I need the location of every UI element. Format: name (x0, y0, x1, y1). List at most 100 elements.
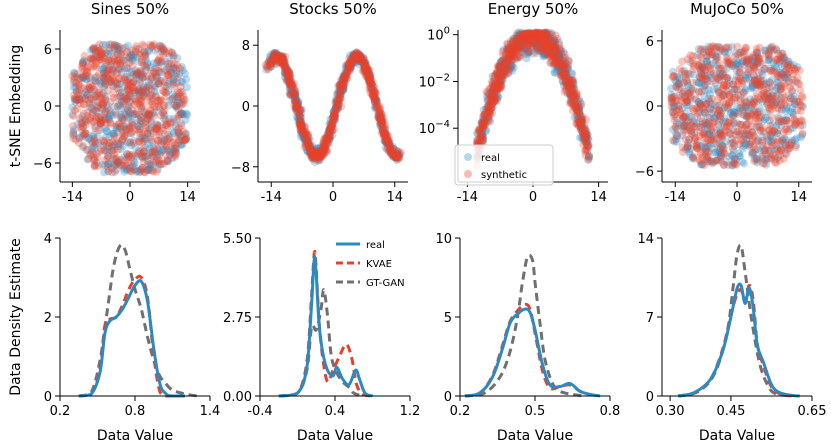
real-point (372, 102, 381, 111)
real-point (146, 162, 155, 171)
real-point (289, 82, 298, 91)
synthetic-point (786, 141, 795, 150)
real-point (103, 101, 112, 110)
synthetic-point (317, 150, 326, 159)
synthetic-point (758, 124, 767, 133)
real-point (181, 115, 190, 124)
synthetic-point (96, 55, 105, 64)
real-point (95, 77, 104, 86)
series-line-gt-gan (677, 243, 792, 398)
real-point (295, 116, 304, 125)
real-point (147, 137, 156, 146)
real-point (384, 139, 393, 148)
real-point (328, 113, 337, 122)
real-point (289, 88, 298, 97)
synthetic-point (90, 55, 99, 64)
real-point (133, 69, 142, 78)
synthetic-point (152, 102, 161, 111)
synthetic-point (120, 161, 129, 170)
real-point (157, 76, 166, 85)
synthetic-point (164, 47, 173, 56)
real-point (378, 119, 387, 128)
real-point (182, 129, 191, 138)
synthetic-point (110, 77, 119, 86)
synthetic-point (92, 72, 101, 81)
synthetic-point (339, 82, 348, 91)
synthetic-point (154, 66, 163, 75)
real-point (82, 71, 91, 80)
real-point (169, 145, 178, 154)
real-point (117, 96, 126, 105)
real-point (317, 150, 326, 159)
real-point (345, 51, 354, 60)
real-point (286, 80, 295, 89)
synthetic-point (752, 77, 761, 86)
synthetic-point (84, 96, 93, 105)
real-point (155, 41, 164, 50)
real-point (283, 71, 292, 80)
real-point (110, 41, 119, 50)
synthetic-point (138, 87, 147, 96)
synthetic-point (128, 105, 137, 114)
real-point (306, 144, 315, 153)
synthetic-point (173, 125, 182, 134)
real-point (178, 88, 187, 97)
real-point (164, 79, 173, 88)
real-point (281, 67, 290, 76)
synthetic-point (144, 110, 153, 119)
synthetic-point (689, 152, 698, 161)
synthetic-point (316, 148, 325, 157)
synthetic-point (276, 53, 285, 62)
synthetic-point (297, 116, 306, 125)
real-point (295, 111, 304, 120)
real-point (366, 71, 375, 80)
synthetic-point (161, 140, 170, 149)
real-point (361, 62, 370, 71)
synthetic-point (128, 109, 137, 118)
real-point (365, 70, 374, 79)
synthetic-point (670, 92, 679, 101)
real-point (294, 111, 303, 120)
real-point (334, 100, 343, 109)
real-point (310, 149, 319, 158)
synthetic-point (138, 145, 147, 154)
synthetic-point (113, 84, 122, 93)
y-axis-label: t-SNE Embedding (8, 45, 24, 168)
real-point (98, 105, 107, 114)
synthetic-point (136, 78, 145, 87)
synthetic-point (113, 93, 122, 102)
synthetic-point (99, 73, 108, 82)
synthetic-point (180, 136, 189, 145)
synthetic-point (281, 62, 290, 71)
synthetic-point (97, 91, 106, 100)
synthetic-point (796, 121, 805, 130)
synthetic-point (138, 163, 147, 172)
synthetic-point (147, 66, 156, 75)
real-point (114, 45, 123, 54)
synthetic-point (286, 81, 295, 90)
synthetic-point (152, 124, 161, 133)
real-point (366, 76, 375, 85)
real-point (98, 78, 107, 87)
real-point (361, 65, 370, 74)
real-point (323, 135, 332, 144)
synthetic-point (389, 151, 398, 160)
real-point (310, 150, 319, 159)
real-point (340, 74, 349, 83)
real-point (368, 85, 377, 94)
real-point (93, 132, 102, 141)
real-point (144, 77, 153, 86)
synthetic-point (112, 153, 121, 162)
real-point (339, 80, 348, 89)
real-point (118, 135, 127, 144)
real-point (134, 88, 143, 97)
real-point (118, 97, 127, 106)
real-point (89, 95, 98, 104)
real-point (159, 46, 168, 55)
real-point (124, 91, 133, 100)
real-point (82, 116, 91, 125)
real-point (70, 94, 79, 103)
x-tick-label: 0.45 (716, 404, 745, 419)
real-point (122, 95, 131, 104)
x-tick-label: 14 (590, 190, 607, 205)
